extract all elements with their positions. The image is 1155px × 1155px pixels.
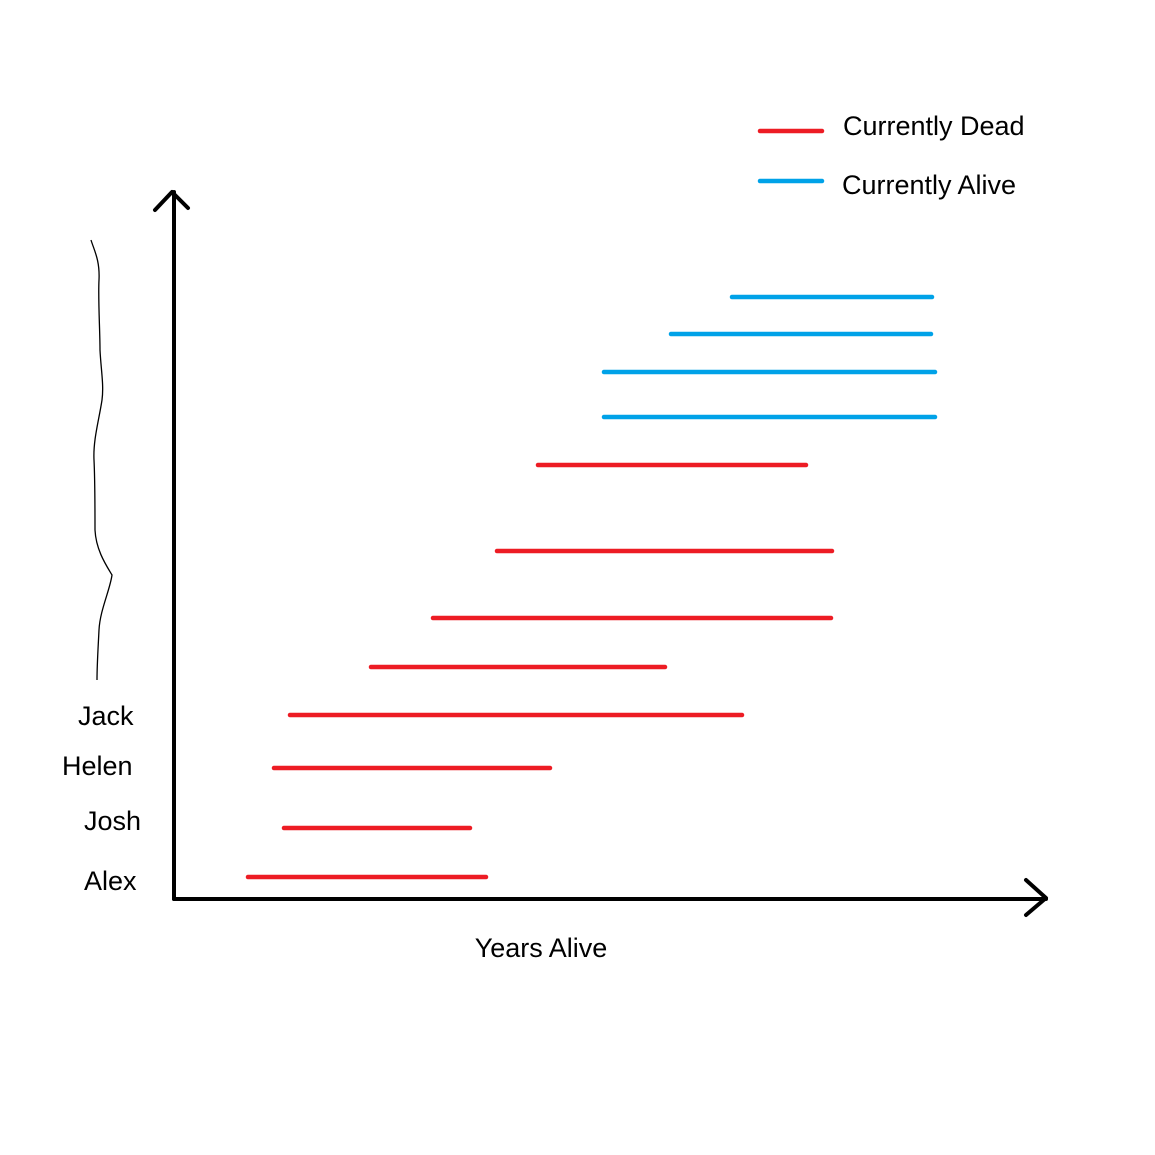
lifespan-bars: [245, 294, 938, 880]
y-axis-arrowhead: [153, 190, 190, 212]
legend-label-alive: Currently Alive: [842, 170, 1016, 200]
row-label-alex: Alex: [84, 866, 137, 896]
legend-label-dead: Currently Dead: [843, 111, 1025, 141]
row-label-josh: Josh: [84, 806, 141, 836]
row-label-helen: Helen: [62, 751, 133, 781]
row-labels: Alex Josh Helen Jack: [62, 701, 141, 896]
x-axis-arrowhead: [1024, 878, 1048, 917]
row-label-jack: Jack: [78, 701, 134, 731]
legend: Currently Dead Currently Alive: [757, 111, 1025, 200]
x-axis-label: Years Alive: [475, 933, 608, 963]
continuation-brace: [90, 239, 113, 681]
